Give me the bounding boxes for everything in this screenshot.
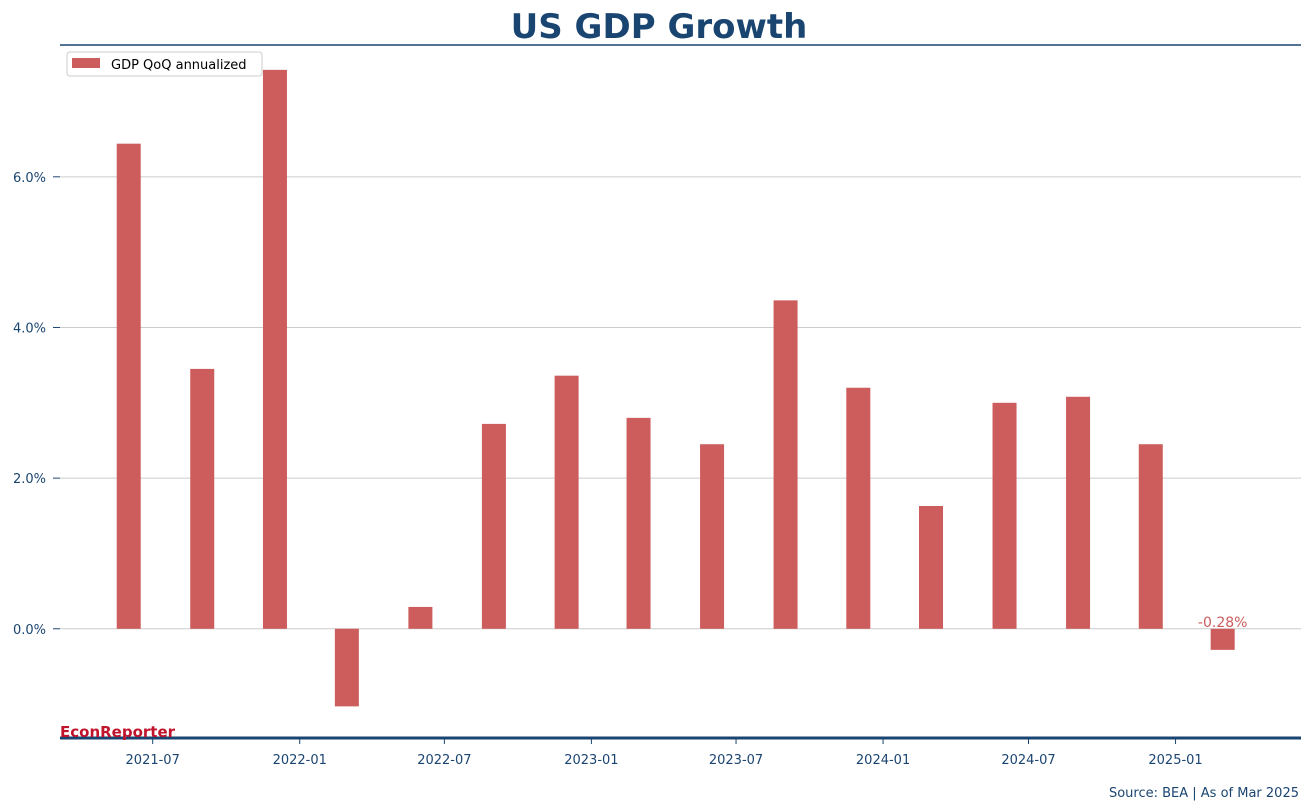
x-tick-label: 2025-01 [1148, 753, 1202, 768]
bar [334, 628, 359, 707]
y-tick-label: 6.0% [13, 171, 46, 186]
bar [1066, 396, 1091, 629]
legend: GDP QoQ annualized [66, 51, 263, 77]
y-tick-label: 0.0% [13, 623, 46, 638]
annotations: -0.28% [1198, 615, 1248, 631]
x-tick-label: 2023-01 [564, 753, 618, 768]
x-tick-label: 2024-07 [1001, 753, 1055, 768]
x-tick-label: 2022-07 [417, 753, 471, 768]
x-tick-label: 2024-01 [856, 753, 910, 768]
bars [116, 69, 1235, 707]
source-note: Source: BEA | As of Mar 2025 [1109, 786, 1299, 801]
y-tick-label: 2.0% [13, 472, 46, 487]
bar [116, 143, 141, 629]
bar [481, 423, 506, 629]
bar [846, 387, 871, 629]
legend-box [66, 51, 263, 77]
bar [700, 444, 725, 629]
bar [992, 402, 1017, 629]
bar [919, 505, 944, 629]
bar [262, 69, 287, 629]
x-tick-label: 2022-01 [273, 753, 327, 768]
x-axis-ticks: 2021-07 2022-01 2022-07 2023-01 2023-07 2024-… [126, 738, 1203, 768]
bar [773, 300, 798, 629]
grid-lines [60, 176, 1301, 630]
x-tick-label: 2023-07 [709, 753, 763, 768]
bar [626, 417, 651, 629]
y-axis-ticks: 0.0% 2.0% 4.0% 6.0% [13, 171, 60, 638]
y-tick-label: 4.0% [13, 321, 46, 336]
bar [1138, 444, 1163, 629]
legend-swatch [72, 58, 100, 68]
chart-title: US GDP Growth [511, 7, 808, 47]
data-label: -0.28% [1198, 615, 1248, 631]
x-tick-label: 2021-07 [126, 753, 180, 768]
legend-label: GDP QoQ annualized [111, 58, 247, 73]
bar [408, 606, 433, 629]
brand-label: EconReporter [60, 723, 176, 741]
bar [190, 368, 215, 629]
bar [554, 375, 579, 629]
bar [1210, 628, 1235, 650]
